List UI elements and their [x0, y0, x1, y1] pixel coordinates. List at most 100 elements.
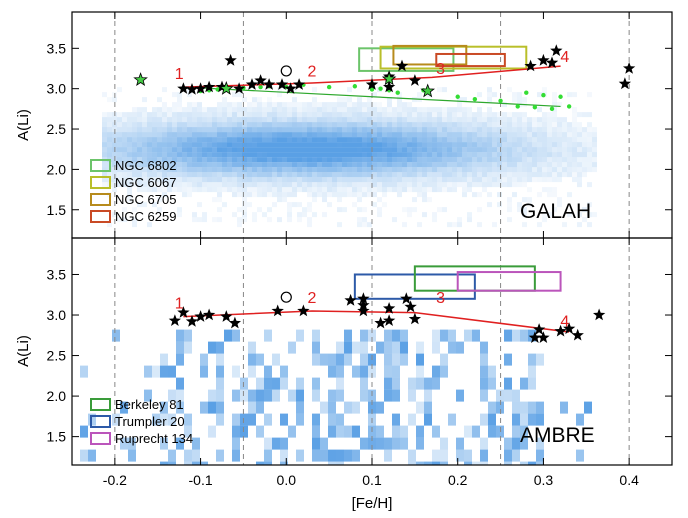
density-cell	[262, 142, 267, 148]
density-cell	[382, 167, 387, 173]
star-point	[344, 293, 357, 306]
density-cell	[492, 117, 497, 123]
density-cell	[142, 177, 147, 183]
density-cell	[562, 122, 567, 128]
density-cell	[452, 132, 457, 138]
density-cell	[142, 167, 147, 173]
density-cell	[137, 112, 142, 118]
x-tick-label: 0.2	[448, 472, 468, 488]
density-cell	[212, 122, 217, 128]
density-cell	[157, 207, 162, 213]
density-cell	[497, 172, 502, 178]
density-cell	[267, 187, 272, 193]
grid-cell	[536, 461, 544, 465]
density-cell	[297, 117, 302, 123]
grid-cell	[352, 449, 360, 462]
density-cell	[252, 102, 257, 108]
density-cell	[247, 102, 252, 108]
density-cell	[187, 147, 192, 153]
density-cell	[267, 97, 272, 103]
density-cell	[237, 92, 242, 98]
density-cell	[462, 162, 467, 168]
density-cell	[212, 217, 217, 223]
density-cell	[197, 102, 202, 108]
density-cell	[232, 142, 237, 148]
density-cell	[197, 112, 202, 118]
density-cell	[142, 182, 147, 188]
density-cell	[162, 182, 167, 188]
density-cell	[387, 147, 392, 153]
density-cell	[212, 147, 217, 153]
star-point	[528, 331, 541, 343]
density-cell	[312, 132, 317, 138]
x-tick-label: 0.4	[619, 472, 639, 488]
density-cell	[467, 157, 472, 163]
density-cell	[182, 192, 187, 198]
density-cell	[352, 192, 357, 198]
grid-cell	[232, 425, 240, 438]
density-cell	[332, 127, 337, 133]
density-cell	[177, 172, 182, 178]
density-cell	[567, 152, 572, 158]
grid-cell	[360, 377, 368, 390]
density-cell	[257, 127, 262, 133]
density-cell	[312, 112, 317, 118]
density-cell	[287, 202, 292, 208]
density-cell	[247, 117, 252, 123]
density-cell	[132, 172, 137, 178]
density-cell	[147, 187, 152, 193]
density-cell	[172, 177, 177, 183]
star-point	[185, 83, 199, 95]
density-cell	[197, 202, 202, 208]
density-cell	[547, 177, 552, 183]
density-cell	[442, 122, 447, 128]
density-cell	[192, 107, 197, 113]
density-cell	[177, 137, 182, 143]
density-cell	[577, 112, 582, 118]
density-cell	[162, 102, 167, 108]
density-cell	[357, 222, 362, 228]
density-cell	[467, 132, 472, 138]
density-cell	[387, 167, 392, 173]
star-point	[357, 298, 370, 311]
green-dot	[472, 96, 478, 102]
density-cell	[502, 162, 507, 168]
density-cell	[107, 147, 112, 153]
density-cell	[352, 127, 357, 133]
density-cell	[522, 142, 527, 148]
density-cell	[322, 167, 327, 173]
density-cell	[422, 127, 427, 133]
density-cell	[407, 117, 412, 123]
density-cell	[407, 162, 412, 168]
density-cell	[262, 122, 267, 128]
density-cell	[207, 177, 212, 183]
grid-cell	[528, 353, 536, 366]
density-cell	[127, 127, 132, 133]
density-cell	[402, 107, 407, 113]
bottom-y-axis-label: A(Li)	[15, 335, 32, 367]
density-cell	[532, 127, 537, 133]
density-cell	[167, 152, 172, 158]
density-cell	[162, 187, 167, 193]
density-cell	[362, 167, 367, 173]
density-cell	[287, 147, 292, 153]
density-cell	[412, 157, 417, 163]
density-cell	[162, 152, 167, 158]
grid-cell	[472, 461, 480, 465]
density-cell	[132, 217, 137, 223]
density-cell	[577, 147, 582, 153]
density-cell	[267, 102, 272, 108]
density-cell	[157, 142, 162, 148]
density-cell	[322, 107, 327, 113]
grid-cell	[296, 329, 304, 342]
density-cell	[572, 172, 577, 178]
density-cell	[262, 117, 267, 123]
density-cell	[182, 137, 187, 143]
density-cell	[327, 192, 332, 198]
grid-cell	[272, 353, 280, 366]
density-cell	[357, 97, 362, 103]
density-cell	[417, 172, 422, 178]
density-cell	[117, 167, 122, 173]
grid-cell	[432, 329, 440, 342]
density-cell	[462, 112, 467, 118]
